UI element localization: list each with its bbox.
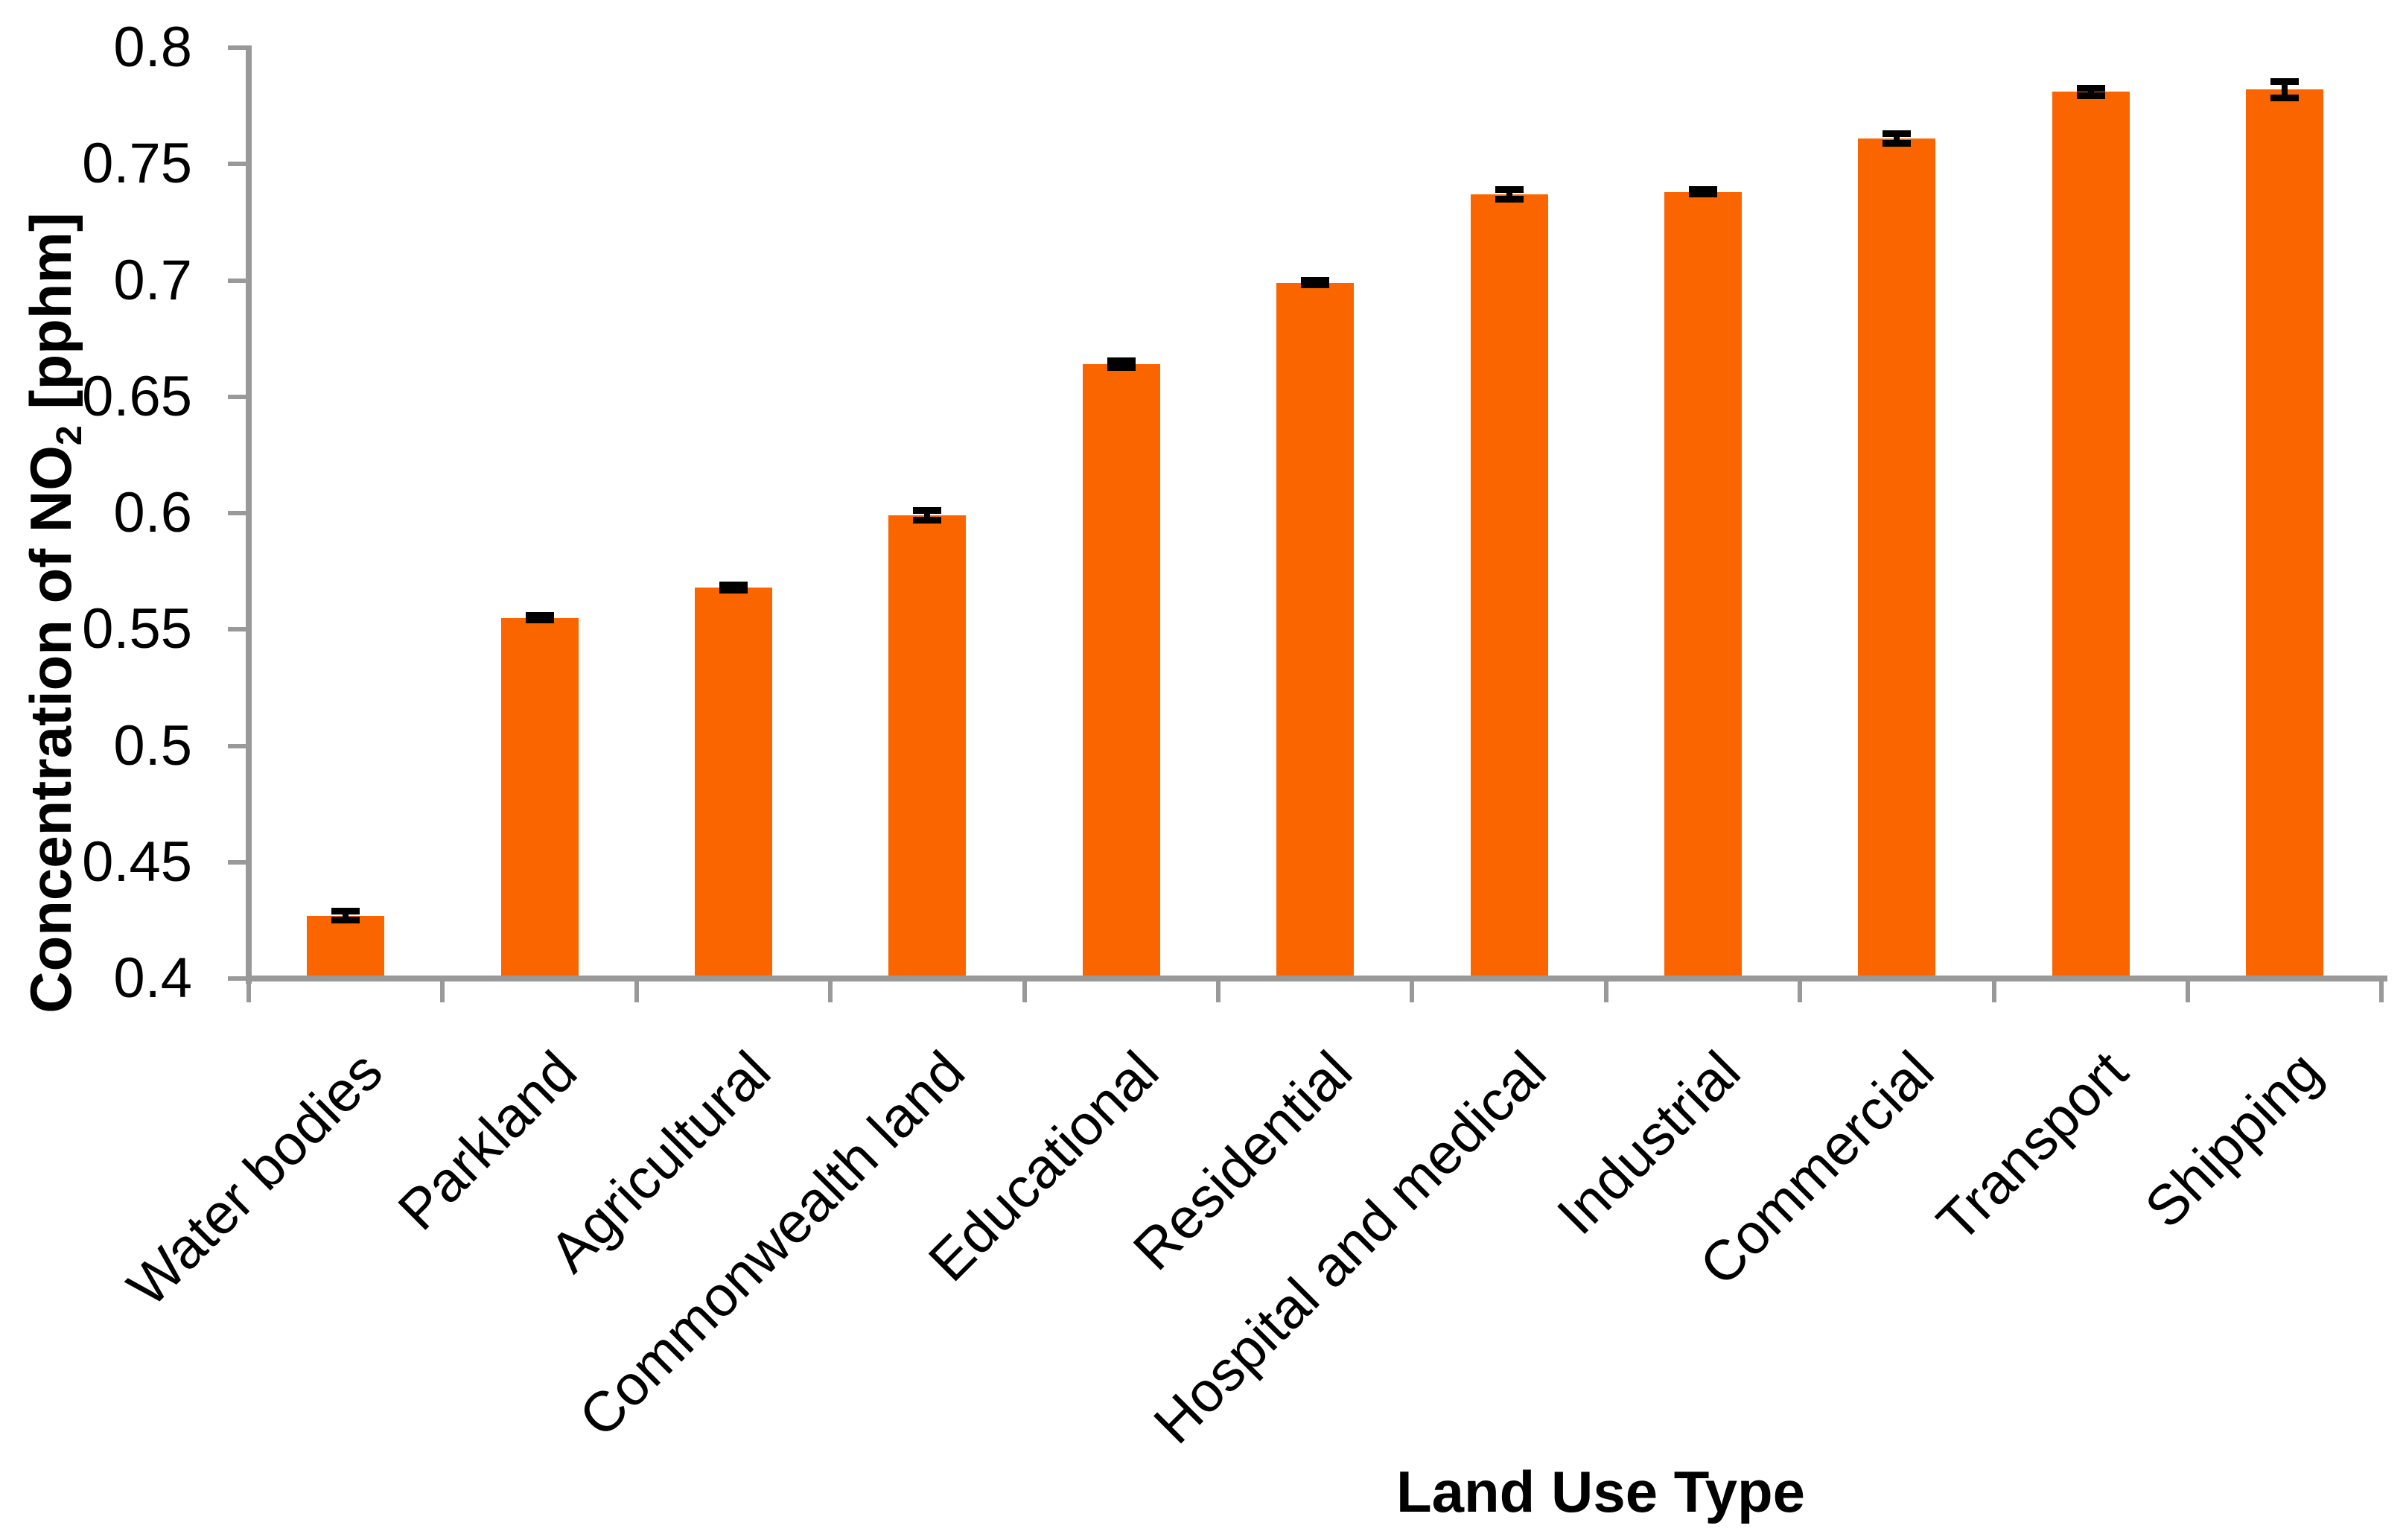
bar [1664,191,1742,979]
error-bar-cap-top [1689,186,1717,194]
bar [888,515,967,979]
x-tick-mark [1216,979,1220,1002]
y-tick-mark [228,743,249,748]
error-bar-line [924,510,931,521]
bar [1470,194,1548,979]
y-tick-label: 0.45 [82,830,192,894]
x-tick-mark [440,979,445,1002]
bar [1276,282,1355,979]
x-axis-title: Land Use Type [1396,1459,1806,1524]
error-bar-cap-top [1495,186,1524,194]
error-bar-cap-bottom [525,617,554,624]
error-bar-cap-bottom [1301,281,1330,289]
x-tick-mark [1798,979,1803,1002]
error-bar-cap-bottom [331,917,360,924]
y-tick-label: 0.5 [113,713,192,777]
error-bar-cap-top [1301,277,1330,284]
error-bar-cap-top [1883,130,1912,138]
error-bar-cap-bottom [719,586,748,594]
error-bar-cap-bottom [1883,139,1912,147]
bar [307,915,385,979]
x-tick-mark [2186,979,2190,1002]
x-tick-mark [1022,979,1027,1002]
x-category-label-text: Industrial [1544,1039,1752,1247]
error-bar-cap-top [719,582,748,589]
x-tick-mark [1991,979,1996,1002]
error-bar-line [1894,133,1900,144]
y-tick-label: 0.65 [82,364,192,428]
y-tick-label: 0.75 [82,132,192,196]
y-tick-mark [228,162,249,167]
error-bar-line [1118,360,1124,368]
x-category-label-text: Hospital and medical [1142,1039,1559,1456]
x-axis-line [246,976,2388,981]
y-tick-label: 0.6 [113,481,192,544]
error-bar-cap-top [2076,85,2105,92]
error-bar-cap-top [525,612,554,619]
y-tick-mark [228,278,249,283]
x-tick-mark [828,979,833,1002]
y-tick-label: 0.4 [113,946,192,1010]
error-bar-line [2282,81,2288,98]
error-bar-cap-top [1107,357,1136,364]
error-bar-cap-bottom [913,516,942,524]
y-tick-mark [228,394,249,399]
error-bar-cap-bottom [2270,94,2300,101]
y-tick-mark [228,627,249,632]
x-tick-mark [1410,979,1415,1002]
error-bar-cap-bottom [2076,92,2105,99]
error-bar-cap-top [2270,77,2300,85]
bar [2052,92,2130,979]
y-tick-mark [228,45,249,50]
x-tick-mark [2379,979,2384,1002]
y-tick-label: 0.8 [113,16,192,79]
error-bar-line [2087,88,2094,96]
y-tick-label: 0.7 [113,248,192,312]
bar [2246,89,2324,979]
bar [695,588,772,979]
y-axis-title-subscript: 2 [48,425,89,446]
error-bar-line [1506,189,1512,200]
x-tick-mark [1603,979,1608,1002]
error-bar-cap-bottom [1689,191,1717,198]
y-tick-mark [228,976,249,981]
y-tick-mark [228,511,249,515]
error-bar-cap-bottom [1107,364,1136,372]
x-category-label-text: Commonwealth land [567,1039,977,1449]
error-bar-cap-top [913,507,942,515]
error-bar-cap-bottom [1495,195,1524,203]
x-category-label-text: Transport [1925,1039,2140,1254]
bar [1858,138,1936,979]
x-category-label-text: Shipping [2133,1039,2335,1241]
y-axis-line [246,45,252,984]
error-bar-line [343,911,349,920]
x-tick-mark [246,979,251,1002]
x-category-label-text: Parkland [386,1039,589,1243]
x-category-label-text: Water bodies [115,1039,395,1319]
y-tick-label: 0.55 [82,597,192,661]
error-bar-cap-top [331,907,360,914]
bar [500,617,579,979]
bar [1082,364,1160,979]
x-tick-mark [634,979,639,1002]
y-tick-mark [228,859,249,865]
